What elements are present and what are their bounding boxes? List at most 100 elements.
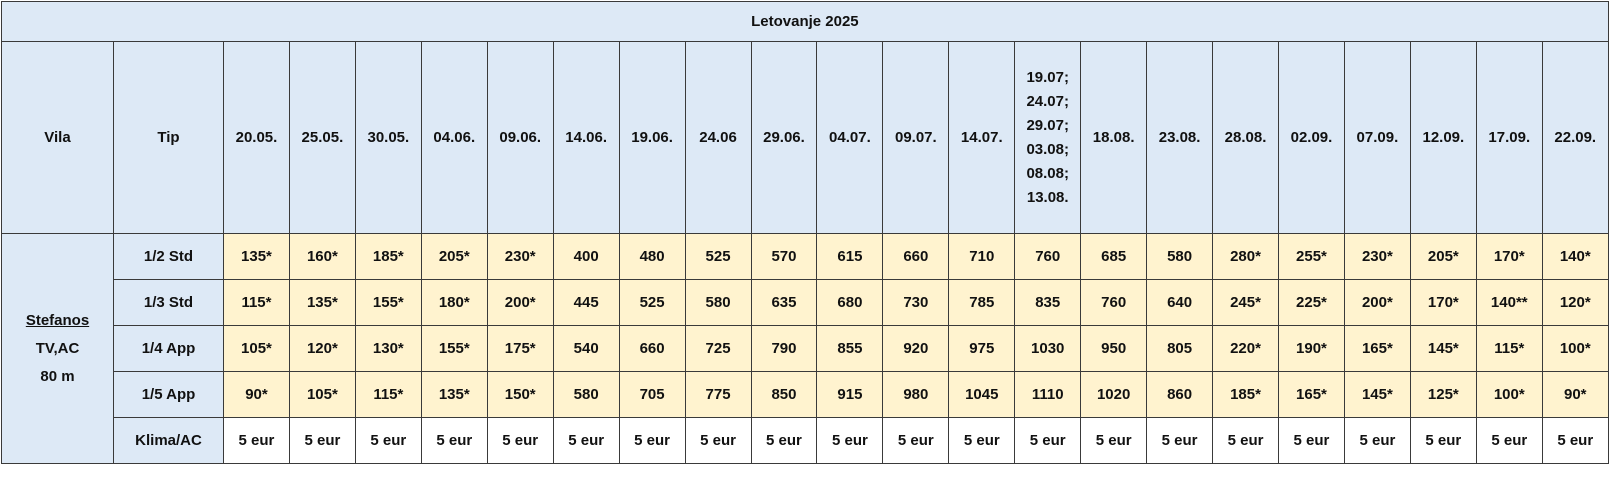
price-cell: 975 (948, 325, 1016, 372)
price-row: 1/4 App 105* 120* 130* 155* 175* 540 660 725 790 8… (2, 325, 1609, 372)
price-cell: 785 (948, 279, 1016, 326)
room-type: 1/2 Std (113, 233, 224, 280)
date-header: 14.06. (552, 41, 620, 234)
price-cell: 225* (1278, 279, 1345, 326)
extra-cell: 5 eur (1541, 417, 1609, 464)
price-cell: 135* (288, 279, 356, 326)
extra-cell: 5 eur (223, 417, 290, 464)
price-cell: 685 (1080, 233, 1148, 280)
price-cell: 710 (948, 233, 1016, 280)
price-cell: 190* (1278, 325, 1345, 372)
price-row: 1/3 Std 115* 135* 155* 180* 200* 445 525 580 635 6… (2, 279, 1609, 326)
extra-cell: 5 eur (1212, 417, 1279, 464)
price-cell: 170* (1475, 233, 1543, 280)
price-cell: 155* (354, 279, 422, 326)
extra-cell: 5 eur (486, 417, 554, 464)
price-cell: 150* (486, 371, 554, 418)
price-cell: 200* (1343, 279, 1411, 326)
extra-cell: 5 eur (1080, 417, 1148, 464)
price-cell: 170* (1409, 279, 1477, 326)
room-type: 1/3 Std (113, 279, 224, 326)
price-cell: 980 (882, 371, 950, 418)
vila-cell: Stefanos TV,AC 80 m (1, 233, 114, 464)
price-cell: 860 (1146, 371, 1214, 418)
price-cell: 775 (684, 371, 752, 418)
room-type: 1/4 App (113, 325, 224, 372)
price-cell: 915 (816, 371, 884, 418)
price-cell: 1045 (948, 371, 1016, 418)
price-cell: 135* (223, 233, 290, 280)
vila-detail: TV,AC (35, 339, 80, 357)
price-cell: 280* (1212, 233, 1279, 280)
date-header: 20.05. (223, 41, 290, 234)
price-cell: 615 (816, 233, 884, 280)
price-cell: 115* (223, 279, 290, 326)
title-row: Letovanje 2025 (1, 1, 1609, 42)
price-row: 1/5 App 90* 105* 115* 135* 150* 580 705 775 850 91… (2, 371, 1609, 418)
price-cell: 705 (618, 371, 686, 418)
price-cell: 175* (486, 325, 554, 372)
price-cell: 130* (354, 325, 422, 372)
price-cell: 1020 (1080, 371, 1148, 418)
room-type: 1/5 App (113, 371, 224, 418)
extra-cell: 5 eur (552, 417, 620, 464)
date-header: 17.09. (1475, 41, 1543, 234)
price-cell: 120* (1541, 279, 1609, 326)
header-cell: Vila (1, 41, 114, 234)
date-header: 18.08. (1080, 41, 1148, 234)
price-cell: 230* (486, 233, 554, 280)
price-cell: 105* (288, 371, 356, 418)
date-header: 23.08. (1146, 41, 1214, 234)
date-header: 19.06. (618, 41, 686, 234)
price-cell: 185* (354, 233, 422, 280)
extra-cell: 5 eur (1278, 417, 1345, 464)
vila-detail: 80 m (40, 367, 75, 385)
extra-cell: 5 eur (1014, 417, 1082, 464)
price-cell: 580 (684, 279, 752, 326)
extra-cell: 5 eur (1409, 417, 1477, 464)
price-cell: 730 (882, 279, 950, 326)
price-cell: 480 (618, 233, 686, 280)
price-cell: 180* (420, 279, 488, 326)
price-cell: 580 (552, 371, 620, 418)
price-cell: 165* (1343, 325, 1411, 372)
price-cell: 100* (1541, 325, 1609, 372)
extra-cell: 5 eur (1343, 417, 1411, 464)
extra-cell: 5 eur (750, 417, 818, 464)
price-cell: 850 (750, 371, 818, 418)
extra-cell: 5 eur (1475, 417, 1543, 464)
price-row: Stefanos TV,AC 80 m 1/2 Std 135* 160* 185* 205*… (1, 233, 1609, 464)
price-cell: 255* (1278, 233, 1345, 280)
date-header: 19.07; 24.07; 29.07; 03.08; 08.08; 13.08… (1014, 41, 1082, 234)
extra-cell: 5 eur (882, 417, 950, 464)
extra-cell: 5 eur (816, 417, 884, 464)
price-cell: 540 (552, 325, 620, 372)
price-cell: 760 (1014, 233, 1082, 280)
date-header: 09.06. (486, 41, 554, 234)
price-cell: 100* (1475, 371, 1543, 418)
date-header: 09.07. (882, 41, 950, 234)
price-cell: 855 (816, 325, 884, 372)
extra-row: Klima/AC 5 eur 5 eur 5 eur 5 eur 5 eur 5 eur 5 … (2, 417, 1609, 464)
date-header: 14.07. (948, 41, 1016, 234)
price-cell: 805 (1146, 325, 1214, 372)
price-cell: 835 (1014, 279, 1082, 326)
price-cell: 135* (420, 371, 488, 418)
price-table: Letovanje 2025 Vila Tip 20.05. 25.05. 30.05. 0… (1, 1, 1609, 464)
price-cell: 1110 (1014, 371, 1082, 418)
price-cell: 140** (1475, 279, 1543, 326)
date-header: 04.07. (816, 41, 884, 234)
price-cell: 525 (618, 279, 686, 326)
price-cell: 640 (1146, 279, 1214, 326)
date-header: 04.06. (420, 41, 488, 234)
price-cell: 525 (684, 233, 752, 280)
price-cell: 185* (1212, 371, 1279, 418)
date-header: 30.05. (354, 41, 422, 234)
price-cell: 790 (750, 325, 818, 372)
price-cell: 230* (1343, 233, 1411, 280)
extra-cell: 5 eur (420, 417, 488, 464)
price-cell: 660 (618, 325, 686, 372)
date-header: 28.08. (1212, 41, 1279, 234)
price-cell: 105* (223, 325, 290, 372)
